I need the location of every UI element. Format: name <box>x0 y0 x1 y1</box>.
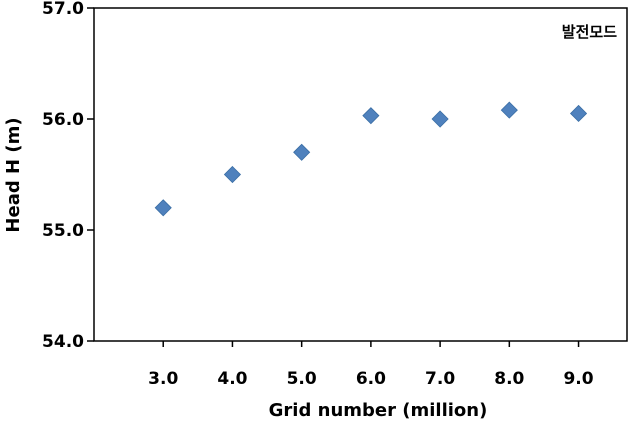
x-tick-label: 9.0 <box>563 369 593 389</box>
x-tick-label: 4.0 <box>217 369 247 389</box>
y-tick-label: 57.0 <box>42 0 84 19</box>
y-tick-label: 54.0 <box>42 332 84 352</box>
data-point-diamond <box>362 107 380 125</box>
data-point-diamond <box>569 104 588 123</box>
data-point-diamond <box>223 165 242 184</box>
data-point-diamond <box>154 199 172 217</box>
y-axis: 54.0 55.0 56.0 57.0 <box>42 0 94 352</box>
y-tick-label: 55.0 <box>42 221 84 241</box>
y-tick-label: 56.0 <box>42 110 84 130</box>
data-point-diamond <box>293 143 311 161</box>
x-axis-title: Grid number (million) <box>269 400 488 421</box>
x-tick-label: 7.0 <box>425 369 455 389</box>
chart-annotation: 발전모드 <box>562 23 617 41</box>
plot-frame <box>93 7 628 342</box>
x-tick-label: 3.0 <box>148 369 178 389</box>
data-points <box>154 101 588 217</box>
data-point-diamond <box>431 110 449 128</box>
x-tick-label: 6.0 <box>356 369 386 389</box>
y-axis-title: Head H (m) <box>3 117 24 232</box>
x-axis: 3.0 4.0 5.0 6.0 7.0 8.0 9.0 <box>148 341 594 389</box>
data-point-diamond <box>500 101 518 119</box>
plot-area <box>93 7 628 342</box>
x-tick-label: 5.0 <box>287 369 317 389</box>
x-tick-label: 8.0 <box>494 369 524 389</box>
